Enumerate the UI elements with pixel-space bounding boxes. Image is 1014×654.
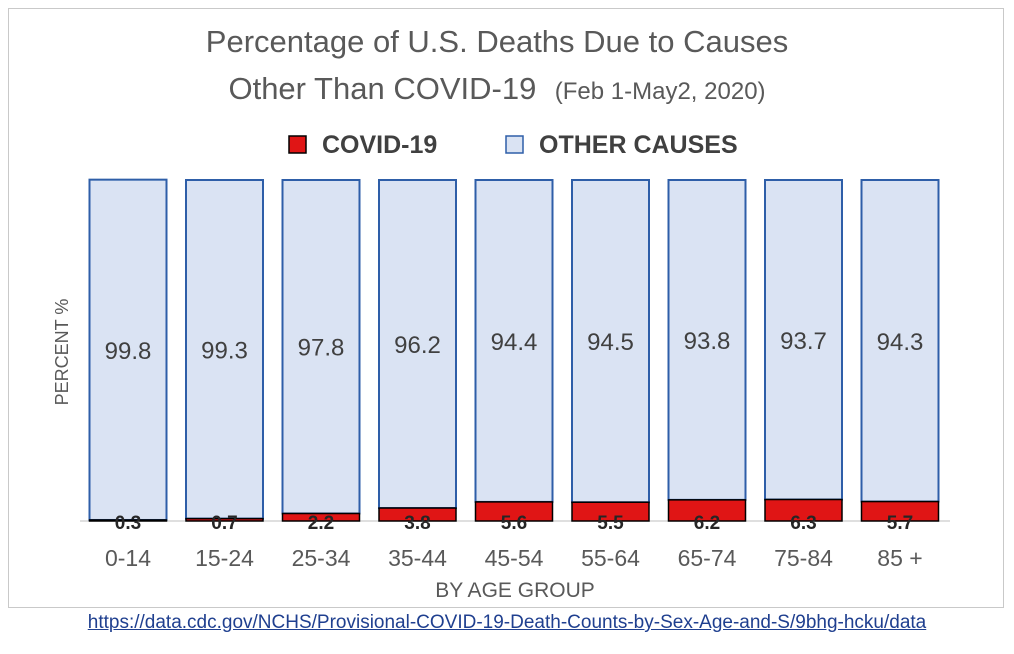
data-label-covid-4: 5.6 bbox=[501, 513, 527, 534]
legend-label-covid: COVID-19 bbox=[322, 131, 437, 159]
data-label-covid-8: 5.7 bbox=[887, 513, 913, 534]
bar-covid-7 bbox=[764, 498, 843, 522]
x-tick-label-8: 85 + bbox=[877, 545, 922, 571]
x-tick-label-4: 45-54 bbox=[485, 545, 544, 571]
bar-other-causes-7 bbox=[764, 179, 843, 501]
x-tick-label-6: 65-74 bbox=[678, 545, 737, 571]
bar-other-causes-5 bbox=[571, 179, 650, 504]
bar-other-causes-1 bbox=[185, 179, 264, 520]
x-tick-label-3: 35-44 bbox=[388, 545, 447, 571]
y-axis-label: PERCENT % bbox=[52, 299, 72, 406]
legend-label-other: OTHER CAUSES bbox=[539, 131, 738, 159]
x-tick-label-5: 55-64 bbox=[581, 545, 640, 571]
bar-covid-1 bbox=[185, 517, 264, 522]
data-label-other-causes-4: 94.4 bbox=[491, 329, 538, 356]
data-label-other-causes-8: 94.3 bbox=[877, 329, 924, 356]
bars: 99.8 0.3 0-14 99.3 0.7 15-24 97.8 2.2 25-34 96.2 3… bbox=[88, 178, 940, 571]
bar-other-causes-3 bbox=[378, 179, 457, 510]
bar-other-causes-0 bbox=[88, 178, 168, 521]
chart: Percentage of U.S. Deaths Due to Causes … bbox=[52, 24, 950, 602]
bar-covid-2 bbox=[281, 512, 361, 522]
bar-other-causes-6 bbox=[667, 179, 747, 501]
data-label-covid-6: 6.2 bbox=[694, 513, 720, 534]
x-tick-label-2: 25-34 bbox=[292, 545, 351, 571]
chart-title-date: (Feb 1-May2, 2020) bbox=[555, 78, 766, 105]
bar-other-causes-4 bbox=[474, 179, 554, 503]
data-label-other-causes-1: 99.3 bbox=[201, 337, 248, 364]
data-label-other-causes-0: 99.8 bbox=[105, 338, 152, 365]
chart-title-line-1: Percentage of U.S. Deaths Due to Causes bbox=[206, 24, 788, 59]
chart-title-main: Other Than COVID-19 bbox=[228, 71, 536, 106]
bar-covid-6 bbox=[667, 499, 747, 522]
bar-covid-3 bbox=[378, 507, 457, 522]
x-tick-label-7: 75-84 bbox=[774, 545, 833, 571]
data-label-other-causes-7: 93.7 bbox=[780, 328, 827, 355]
legend-swatch-covid bbox=[288, 135, 307, 154]
x-axis-label: BY AGE GROUP bbox=[435, 579, 595, 602]
data-label-other-causes-2: 97.8 bbox=[298, 335, 345, 362]
x-tick-label-0: 0-14 bbox=[105, 545, 151, 571]
data-label-covid-5: 5.5 bbox=[597, 513, 624, 534]
bar-covid-0 bbox=[88, 519, 168, 522]
legend-swatch-other bbox=[505, 135, 524, 154]
data-label-other-causes-5: 94.5 bbox=[587, 329, 634, 356]
source-link[interactable]: https://data.cdc.gov/NCHS/Provisional-CO… bbox=[87, 612, 927, 633]
bar-covid-4 bbox=[474, 501, 554, 522]
chart-title-line-2: Other Than COVID-19 (Feb 1-May2, 2020) bbox=[228, 71, 765, 106]
data-label-covid-3: 3.8 bbox=[404, 513, 430, 534]
x-tick-label-1: 15-24 bbox=[195, 545, 254, 571]
bar-covid-5 bbox=[571, 501, 650, 522]
legend: COVID-19 OTHER CAUSES bbox=[288, 131, 738, 159]
data-label-covid-1: 0.7 bbox=[211, 513, 237, 534]
data-label-covid-7: 6.3 bbox=[790, 513, 816, 534]
bar-covid-8 bbox=[860, 500, 940, 522]
data-label-other-causes-3: 96.2 bbox=[394, 332, 441, 359]
data-label-covid-0: 0.3 bbox=[115, 513, 141, 534]
data-label-other-causes-6: 93.8 bbox=[684, 328, 731, 355]
data-label-covid-2: 2.2 bbox=[308, 513, 334, 534]
